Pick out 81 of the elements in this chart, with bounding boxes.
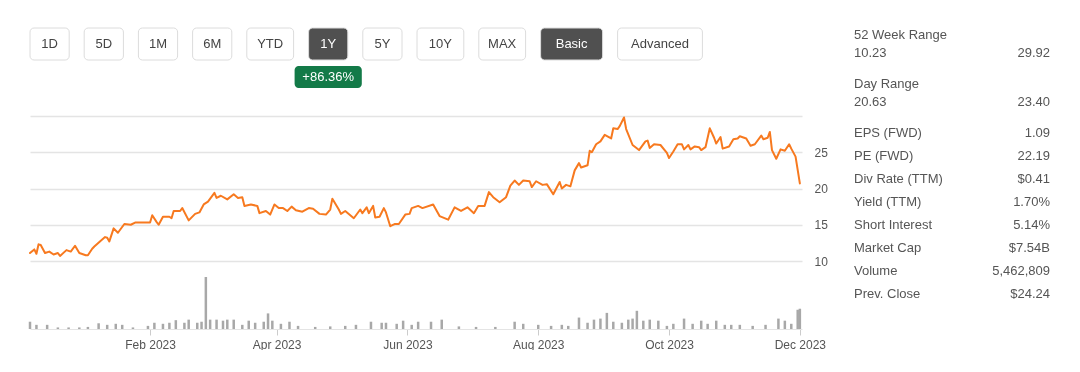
x-tick-label: Oct 2023: [645, 337, 695, 352]
bar: [395, 323, 398, 329]
bar: [648, 319, 651, 329]
category-label: 1Y: [320, 36, 337, 51]
bar: [288, 321, 291, 329]
text: 22.19: [1017, 148, 1050, 163]
category-label: 10Y: [428, 36, 453, 51]
bar: [494, 326, 497, 329]
category-label: Day Range: [854, 76, 920, 91]
bar: [380, 322, 383, 329]
category-label: Yield (TTM): [854, 194, 922, 209]
category-label: Basic: [555, 36, 588, 51]
category-label: MAX: [488, 36, 517, 51]
bar: [226, 319, 229, 329]
text: 1.70%: [1013, 194, 1050, 209]
x-tick-label: Dec 2023: [774, 337, 827, 352]
category-label: Volume: [854, 263, 898, 278]
bar: [691, 323, 694, 329]
category-label: 5D: [95, 36, 113, 51]
x-tick-label: Jun 2023: [383, 337, 433, 352]
bar: [97, 323, 100, 329]
category-label: PE (FWD): [854, 148, 914, 163]
bar: [631, 318, 634, 329]
y-tick-label: 15: [814, 218, 829, 233]
text: 5,462,809: [992, 263, 1050, 278]
bar: [200, 321, 203, 329]
bar: [247, 320, 250, 329]
bar: [586, 322, 589, 329]
bar: [657, 320, 660, 329]
bar: [764, 324, 767, 329]
bar: [751, 325, 754, 329]
bar: [168, 322, 171, 329]
text: 1.09: [1024, 125, 1050, 140]
bar: [513, 321, 516, 329]
bar: [35, 324, 38, 329]
category-label: Market Cap: [854, 240, 922, 255]
bar: [262, 321, 265, 329]
text: 23.40: [1017, 94, 1050, 109]
bar: [187, 319, 190, 329]
text: 5.14%: [1013, 217, 1050, 232]
bar: [612, 321, 615, 329]
category-label: 5Y: [374, 36, 391, 51]
text: $0.41: [1017, 171, 1050, 186]
text: 10.23: [854, 45, 887, 60]
text: 29.92: [1017, 45, 1050, 60]
category-label: YTD: [257, 36, 284, 51]
bar: [627, 319, 630, 329]
y-tick-label: 10: [814, 254, 829, 269]
x-tick-label: Feb 2023: [125, 337, 177, 352]
bar: [672, 323, 675, 329]
bar: [215, 319, 218, 329]
category-label: Prev. Close: [854, 286, 921, 301]
bar: [232, 319, 235, 329]
bar: [642, 320, 645, 329]
text: 20.63: [854, 94, 887, 109]
bar: [599, 318, 602, 329]
category-label: Div Rate (TTM): [854, 171, 943, 186]
text: $24.24: [1010, 286, 1050, 301]
text: +86.36%: [302, 69, 355, 84]
line-series: [29, 116, 801, 257]
bar: [196, 322, 199, 329]
bar: [153, 322, 156, 329]
y-tick-label: 20: [814, 182, 829, 196]
bar: [777, 318, 780, 329]
category-label: Advanced: [631, 36, 689, 51]
text: $7.54B: [1008, 240, 1050, 255]
y-tick-label: 25: [814, 145, 829, 160]
category-label: 1D: [41, 36, 58, 51]
category-label: 6M: [203, 36, 222, 51]
bar: [567, 325, 570, 329]
bar: [183, 322, 186, 329]
bar: [241, 324, 244, 329]
category-label: 1M: [148, 36, 168, 51]
bar: [790, 323, 793, 329]
category-label: EPS (FWD): [854, 125, 922, 140]
bar: [440, 319, 443, 329]
bar: [410, 324, 413, 329]
bar: [271, 320, 274, 329]
bar: [706, 323, 709, 329]
category-label: 52 Week Range: [854, 27, 947, 42]
category-label: Short Interest: [854, 217, 933, 232]
